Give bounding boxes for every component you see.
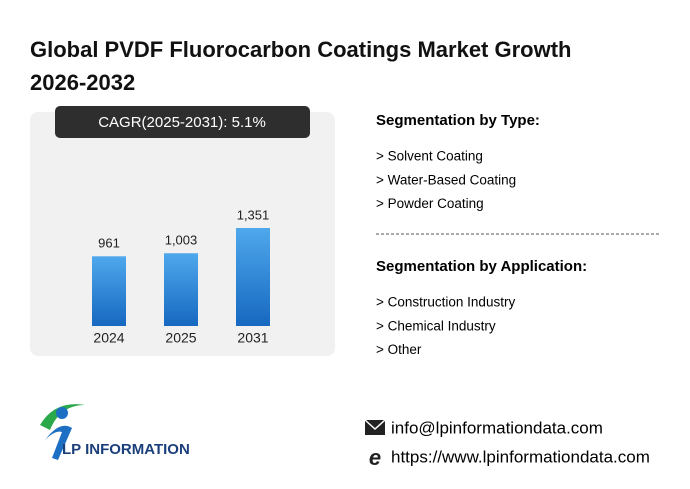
bar	[92, 256, 126, 326]
segment-item: > Construction Industry	[376, 295, 515, 310]
segment-item: > Water-Based Coating	[376, 172, 516, 187]
x-tick-label: 2024	[93, 330, 124, 346]
bar	[164, 253, 198, 326]
cagr-box	[55, 106, 310, 138]
web-icon: e	[369, 445, 381, 470]
logo-icon	[40, 404, 85, 460]
chart-title: Global PVDF Fluorocarbon Coatings Market…	[30, 37, 572, 95]
value-label: 1,003	[165, 233, 198, 248]
x-tick-label: 2031	[237, 330, 268, 346]
segment-item: > Powder Coating	[376, 196, 484, 211]
segment-item: > Solvent Coating	[376, 149, 483, 164]
website: https://www.lpinformationdata.com	[391, 447, 650, 466]
segment-title: Segmentation by Application:	[376, 258, 587, 275]
value-label: 1,351	[237, 207, 270, 222]
segment-item: > Other	[376, 342, 422, 357]
x-tick-label: 2025	[165, 330, 196, 346]
email: info@lpinformationdata.com	[391, 418, 603, 437]
segment-item: > Chemical Industry	[376, 318, 496, 333]
value-label: 961	[98, 236, 120, 251]
bar	[236, 228, 270, 326]
segment-title: Segmentation by Type:	[376, 112, 540, 129]
logo-text: LP INFORMATION	[62, 441, 190, 458]
cagr-label: CAGR(2025-2031): 5.1%	[98, 114, 266, 131]
email-icon	[364, 419, 386, 435]
